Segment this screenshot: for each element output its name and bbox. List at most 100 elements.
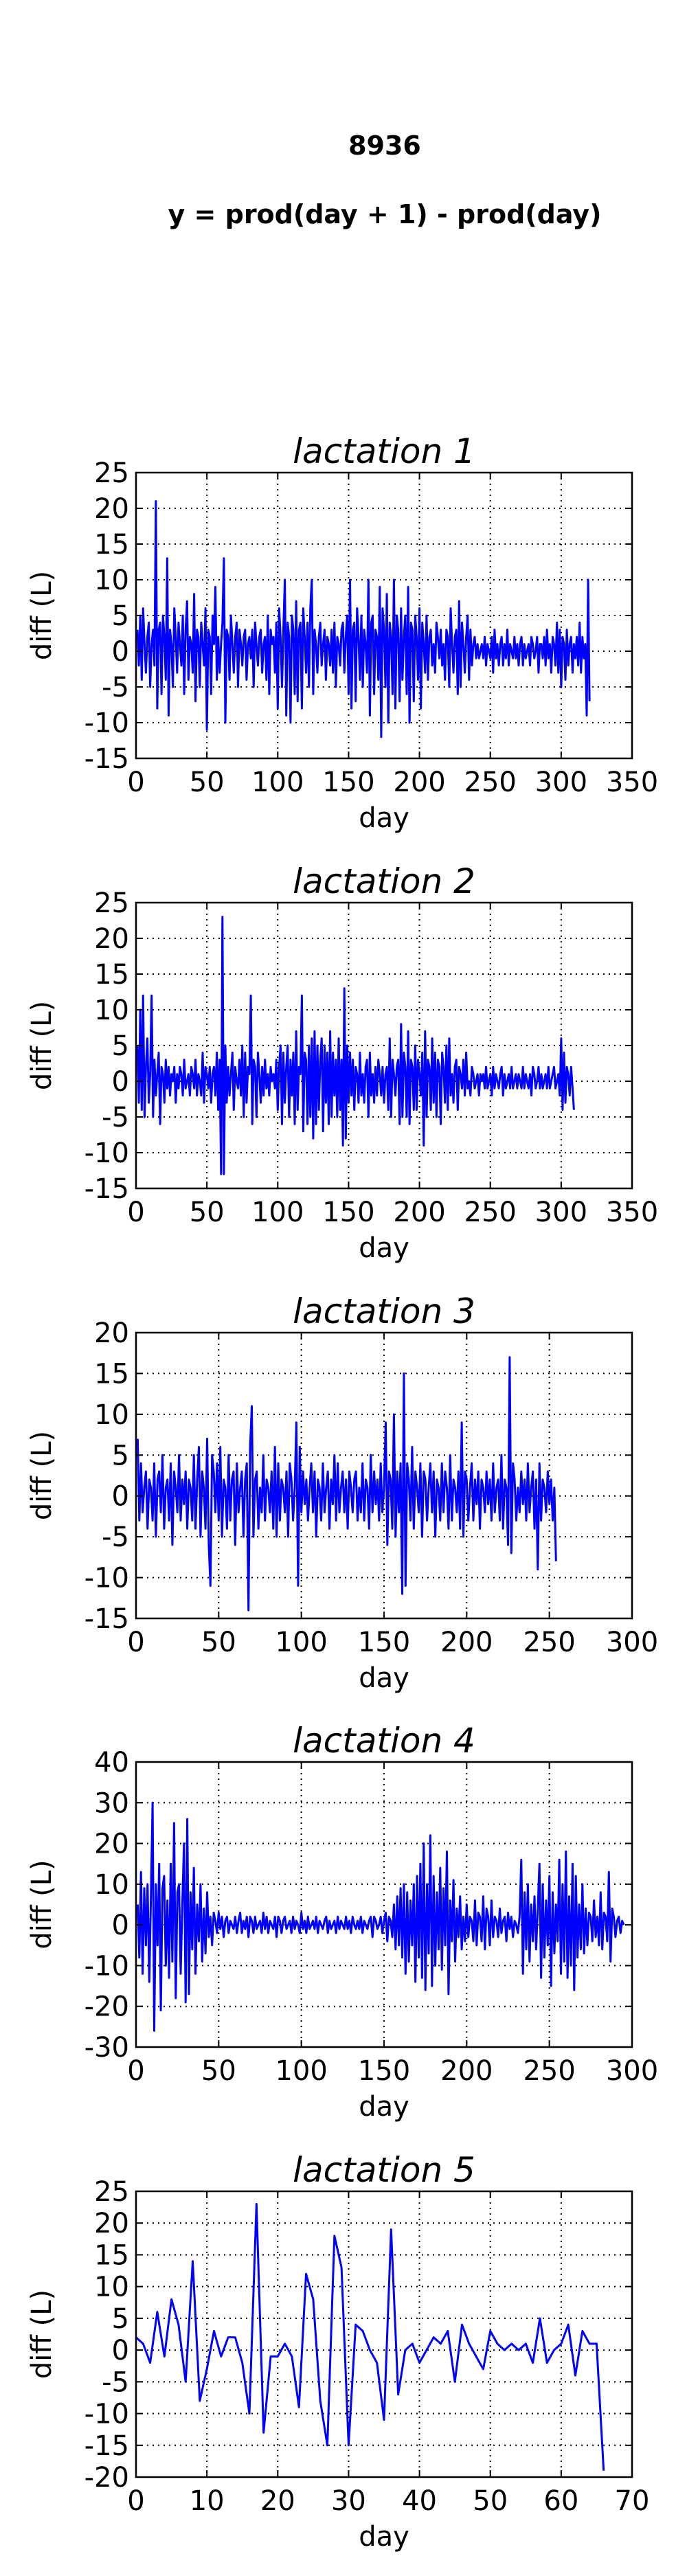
y-tick-label: 20 bbox=[94, 1829, 129, 1860]
y-tick-label: -15 bbox=[85, 2430, 129, 2462]
y-tick-label: 5 bbox=[112, 600, 129, 632]
y-tick-label: 15 bbox=[94, 959, 129, 991]
chart-title: lactation 1 bbox=[293, 431, 475, 471]
x-tick-label: 150 bbox=[322, 1197, 374, 1228]
y-axis-label: diff (L) bbox=[26, 571, 58, 660]
y-tick-label: -5 bbox=[102, 2366, 129, 2398]
x-tick-label: 150 bbox=[358, 1627, 410, 1658]
y-tick-label: 25 bbox=[94, 457, 129, 489]
x-axis-label: day bbox=[359, 802, 409, 834]
x-axis-label: day bbox=[359, 1662, 409, 1694]
x-tick-label: 250 bbox=[464, 1197, 517, 1228]
y-tick-label: 10 bbox=[94, 1399, 129, 1431]
x-tick-label: 350 bbox=[606, 767, 658, 798]
figure-title: 8936 bbox=[348, 131, 421, 161]
x-tick-label: 150 bbox=[322, 767, 374, 798]
y-tick-label: -30 bbox=[85, 2032, 129, 2064]
chart-panel-2: 0 50 100 150 200 250 300 350 -15 -10 -5 0 5 10 15 20 25 l… bbox=[26, 861, 658, 1264]
plot-frame bbox=[135, 2190, 633, 2478]
x-tick-label: 30 bbox=[331, 2485, 366, 2517]
x-tick-label: 10 bbox=[190, 2485, 225, 2517]
x-tick-label: 50 bbox=[190, 1197, 225, 1228]
x-tick-label: 250 bbox=[523, 2055, 575, 2087]
y-tick-label: -10 bbox=[85, 2399, 129, 2430]
y-tick-label: 20 bbox=[94, 1318, 129, 1349]
x-tick-label: 100 bbox=[275, 2055, 327, 2087]
y-tick-label: 0 bbox=[112, 1910, 129, 1941]
chart-panel-3: 0 50 100 150 200 250 300 -15 -10 -5 0 5 10 15 20 lactat… bbox=[26, 1291, 658, 1694]
y-tick-label: 0 bbox=[112, 1481, 129, 1513]
y-tick-label: -15 bbox=[85, 743, 129, 775]
y-tick-label: 15 bbox=[94, 529, 129, 561]
chart-title: lactation 2 bbox=[293, 861, 475, 901]
x-tick-label: 50 bbox=[473, 2485, 508, 2517]
y-tick-label: -20 bbox=[85, 2462, 129, 2494]
chart-panel-4: 0 50 100 150 200 250 300 -30 -20 -10 0 10 20 30 40 lact… bbox=[26, 1721, 658, 2123]
x-tick-label: 40 bbox=[402, 2485, 437, 2517]
y-tick-label: -5 bbox=[102, 672, 129, 703]
chart-title: lactation 4 bbox=[293, 1721, 475, 1761]
x-tick-label: 100 bbox=[275, 1627, 327, 1658]
y-tick-label: 20 bbox=[94, 493, 129, 525]
y-axis-label: diff (L) bbox=[26, 1860, 58, 1949]
x-tick-label: 50 bbox=[201, 1627, 236, 1658]
x-tick-label: 0 bbox=[127, 1197, 144, 1228]
y-tick-label: 25 bbox=[94, 888, 129, 919]
x-tick-label: 60 bbox=[543, 2485, 578, 2517]
x-tick-label: 300 bbox=[535, 1197, 587, 1228]
series-line bbox=[136, 916, 575, 1175]
x-tick-label: 70 bbox=[615, 2485, 650, 2517]
x-tick-label: 200 bbox=[393, 767, 445, 798]
chart-title: lactation 3 bbox=[293, 1291, 475, 1331]
x-tick-label: 50 bbox=[190, 767, 225, 798]
x-tick-label: 20 bbox=[260, 2485, 295, 2517]
x-axis-label: day bbox=[359, 2521, 409, 2553]
chart-panel-5: 0 10 20 30 40 50 60 70-20-15-10-50510152025lact… bbox=[26, 2150, 649, 2553]
x-tick-label: 100 bbox=[251, 1197, 304, 1228]
y-tick-label: -10 bbox=[85, 708, 129, 739]
x-tick-label: 50 bbox=[201, 2055, 236, 2087]
y-tick-label: 10 bbox=[94, 2272, 129, 2303]
y-tick-label: 15 bbox=[94, 2239, 129, 2271]
y-tick-label: -15 bbox=[85, 1173, 129, 1205]
x-tick-label: 150 bbox=[358, 2055, 410, 2087]
x-tick-label: 0 bbox=[127, 1627, 144, 1658]
y-tick-label: 5 bbox=[112, 1440, 129, 1471]
y-tick-label: 40 bbox=[94, 1747, 129, 1778]
figure-subtitle: y = prod(day + 1) - prod(day) bbox=[168, 199, 602, 229]
chart-title: lactation 5 bbox=[293, 2150, 475, 2190]
series-line bbox=[135, 2203, 605, 2471]
y-tick-label: 0 bbox=[112, 636, 129, 668]
y-tick-label: -10 bbox=[85, 1138, 129, 1169]
x-tick-label: 0 bbox=[127, 767, 144, 798]
y-tick-label: 25 bbox=[94, 2176, 129, 2208]
x-tick-label: 300 bbox=[606, 2055, 658, 2087]
y-tick-label: 20 bbox=[94, 2208, 129, 2239]
y-tick-label: 20 bbox=[94, 923, 129, 955]
y-tick-label: 5 bbox=[112, 1030, 129, 1062]
x-tick-label: 300 bbox=[535, 767, 587, 798]
y-tick-label: 15 bbox=[94, 1358, 129, 1390]
y-tick-label: 10 bbox=[94, 565, 129, 596]
y-axis-label: diff (L) bbox=[26, 2290, 58, 2379]
x-tick-label: 250 bbox=[523, 1627, 575, 1658]
y-tick-label: 10 bbox=[94, 995, 129, 1026]
x-tick-label: 200 bbox=[440, 2055, 493, 2087]
x-axis-label: day bbox=[359, 1232, 409, 1264]
chart-panel-1: 0 50 100 150 200 250 300 350 -15 -10 -5 0 5 10 15 20 25 l… bbox=[26, 431, 658, 834]
x-tick-label: 0 bbox=[127, 2055, 144, 2087]
x-axis-label: day bbox=[359, 2091, 409, 2123]
x-tick-label: 350 bbox=[606, 1197, 658, 1228]
y-tick-label: -20 bbox=[85, 1991, 129, 2023]
y-axis-label: diff (L) bbox=[26, 1001, 58, 1090]
y-axis-label: diff (L) bbox=[26, 1431, 58, 1520]
series-line bbox=[136, 1801, 625, 2032]
y-tick-label: -5 bbox=[102, 1522, 129, 1553]
y-tick-label: 0 bbox=[112, 1066, 129, 1098]
x-tick-label: 200 bbox=[440, 1627, 493, 1658]
x-tick-label: 250 bbox=[464, 767, 517, 798]
x-tick-label: 300 bbox=[606, 1627, 658, 1658]
y-tick-label: 5 bbox=[112, 2303, 129, 2335]
x-tick-label: 100 bbox=[251, 767, 304, 798]
